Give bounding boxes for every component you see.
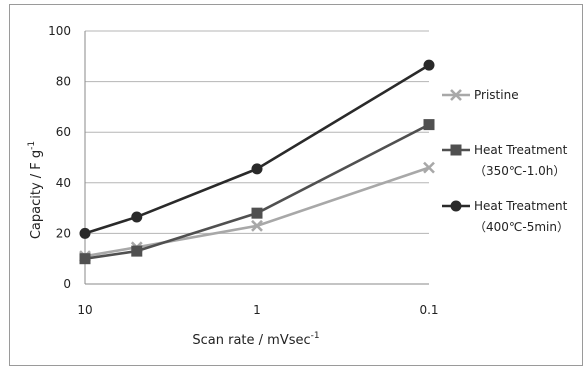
y-tick-label: 80 [56,75,71,89]
y-tick-label: 0 [63,277,71,291]
legend-label: Heat Treatment [474,143,568,157]
point-circle-marker [450,200,462,212]
y-axis-title: Capacity / F g-1 [27,141,44,239]
point-square-marker [251,207,263,219]
point-square-marker [423,119,435,131]
point-square-marker [450,144,462,156]
point-x-marker [450,89,462,101]
legend-label-line2: （350℃-1.0h） [474,164,565,178]
x-tick-label: 10 [77,303,92,317]
y-tick-label: 100 [48,24,71,38]
y-tick-labels: 0 20 40 60 80 100 [48,24,71,291]
x-tick-label: 0.1 [419,303,438,317]
series-line-2 [84,64,430,235]
point-circle-marker [251,163,263,175]
series-line-1 [84,123,430,260]
series-layer [79,59,435,265]
y-tick-label: 60 [56,125,71,139]
axes [84,31,429,285]
x-axis-title: Scan rate / mVsec-1 [192,331,319,348]
chart-frame [9,4,583,366]
x-tick-label: 1 [253,303,261,317]
point-x-marker [423,161,435,174]
legend-label: Pristine [474,88,519,102]
point-circle-marker [423,59,435,71]
point-circle-marker [79,227,91,239]
legend-label: Heat Treatment [474,199,568,213]
point-x-marker [251,219,263,232]
point-square-marker [131,245,143,257]
legend-label-line2: （400℃-5min） [474,220,569,234]
point-circle-marker [131,211,143,223]
gridlines [85,30,429,234]
point-square-marker [79,253,91,265]
x-tick-labels: 10 1 0.1 [77,303,438,317]
y-tick-label: 40 [56,176,71,190]
y-tick-label: 20 [56,226,71,240]
series-line-0 [84,166,430,258]
legend: Pristine Heat Treatment （350℃-1.0h） Heat Tr… [442,88,569,234]
